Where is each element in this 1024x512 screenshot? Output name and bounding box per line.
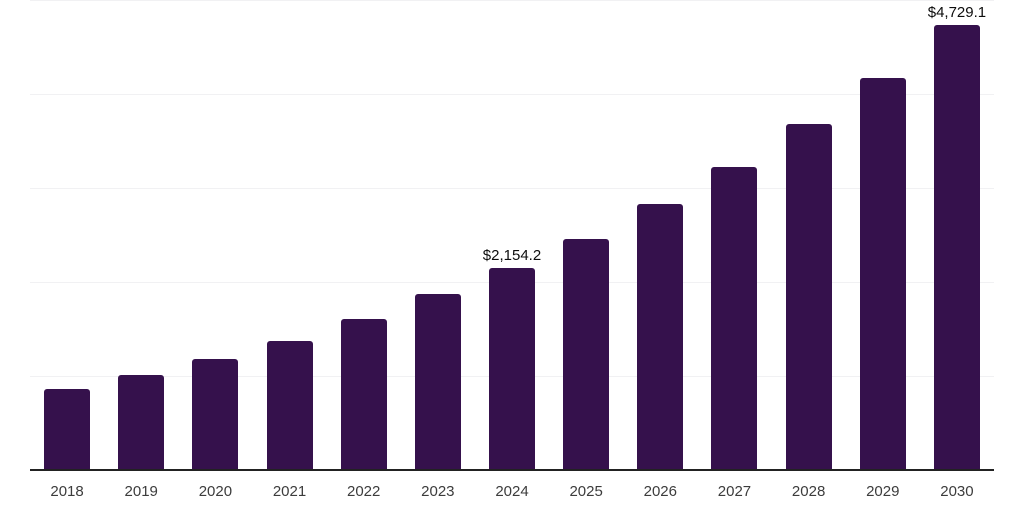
bar-2019 (118, 374, 164, 470)
bar-2018 (44, 389, 90, 470)
gridline-5000 (30, 0, 994, 1)
bar-2026 (637, 203, 683, 470)
x-axis-tick-label-2025: 2025 (569, 483, 603, 500)
bar-2029 (860, 78, 906, 470)
gridline-4000 (30, 94, 994, 95)
bar-2025 (563, 238, 609, 470)
x-axis-tick-label-2027: 2027 (717, 483, 752, 500)
bar-2028 (786, 124, 832, 470)
bar-2021 (267, 340, 313, 470)
x-axis-tick-label-2028: 2028 (791, 483, 826, 500)
gridline-3000 (30, 188, 994, 189)
bar-2020 (192, 359, 238, 470)
x-axis-tick-label-2019: 2019 (124, 483, 158, 500)
x-axis-tick-label-2023: 2023 (421, 483, 455, 500)
x-axis-tick-label-2021: 2021 (272, 483, 307, 500)
x-axis-tick-label-2030: 2030 (940, 483, 974, 500)
bar-2027 (711, 166, 757, 470)
x-axis-tick-label-2024: 2024 (495, 483, 529, 500)
bar-value-label-2024: $2,154.2 (482, 246, 542, 264)
x-axis-line (30, 469, 994, 471)
x-axis-tick-label-2029: 2029 (866, 483, 900, 500)
bar-2022 (341, 319, 387, 470)
bar-value-label-2030: $4,729.1 (927, 4, 987, 22)
bar-2024 (489, 267, 535, 470)
x-axis-tick-label-2020: 2020 (198, 483, 233, 500)
bar-2023 (415, 294, 461, 470)
x-axis-tick-label-2018: 2018 (50, 483, 84, 500)
x-axis-tick-label-2026: 2026 (643, 483, 677, 500)
x-axis-tick-label-2022: 2022 (347, 483, 381, 500)
bar-2030 (934, 25, 980, 470)
